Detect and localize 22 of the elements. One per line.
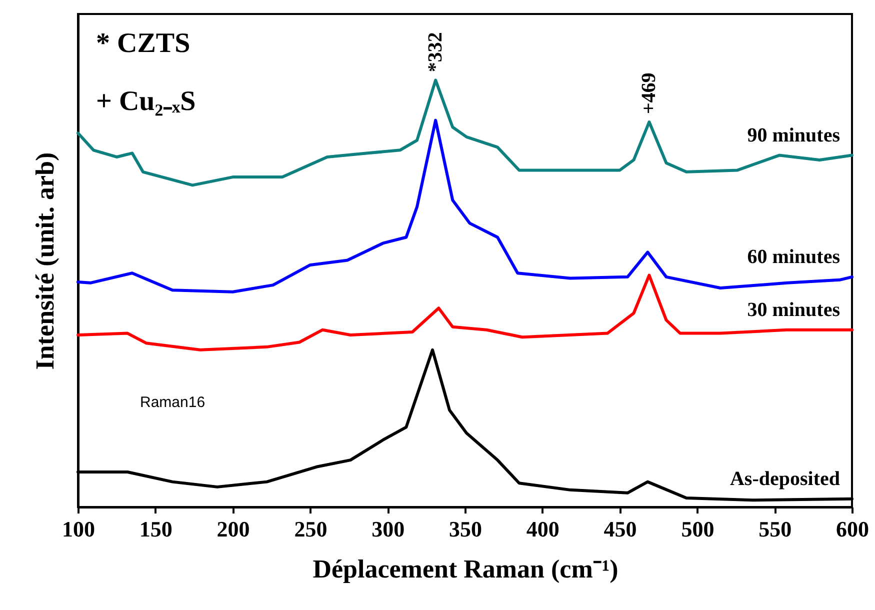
annotation: Raman16 <box>140 394 206 411</box>
y-axis-title: Intensité (unit. arb) <box>30 152 60 370</box>
x-tick-label: 100 <box>62 516 95 542</box>
x-tick-label: 600 <box>836 516 869 542</box>
x-tick-label: 300 <box>372 516 405 542</box>
x-axis-title: Déplacement Raman (cm⁻¹) <box>312 554 618 584</box>
x-tick-label: 550 <box>758 516 792 542</box>
annotation: + Cu₂₋ₓS <box>96 86 196 117</box>
x-tick-label: 450 <box>604 516 637 542</box>
x-tick-label: 500 <box>681 516 714 542</box>
x-tick-label: 150 <box>139 516 172 542</box>
x-tick-label: 250 <box>294 516 328 542</box>
x-tick-label: 400 <box>526 516 560 542</box>
series-label: 30 minutes <box>747 298 840 321</box>
series-label: As-deposited <box>730 468 840 490</box>
text: * CZTS <box>96 28 190 59</box>
x-tick-label: 350 <box>449 516 482 542</box>
annotation: *332 <box>424 32 447 72</box>
x-tick-label: 200 <box>216 516 250 542</box>
series-label: 90 minutes <box>747 124 840 146</box>
annotation: +469 <box>638 72 660 114</box>
series-label: 60 minutes <box>747 246 840 268</box>
